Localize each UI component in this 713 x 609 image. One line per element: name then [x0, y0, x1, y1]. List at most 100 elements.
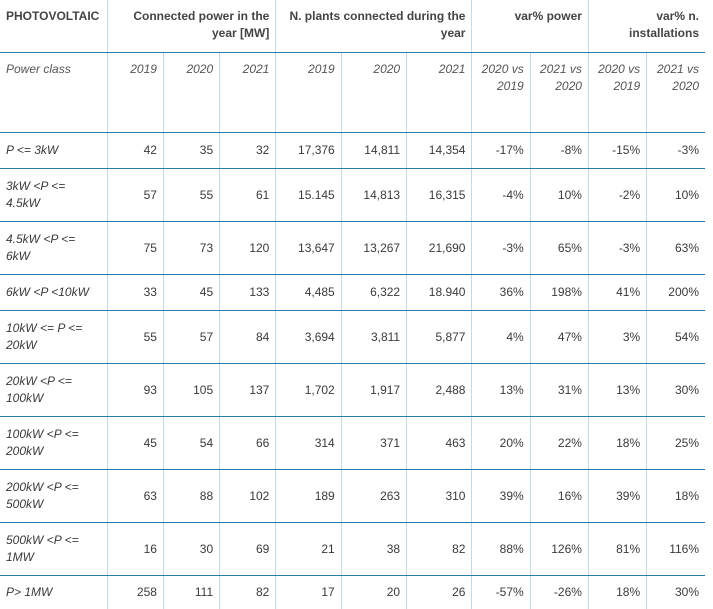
table-cell: 88% — [472, 523, 530, 576]
table-cell: 10% — [530, 169, 588, 222]
table-cell: 1,702 — [276, 364, 341, 417]
table-cell: 22% — [530, 417, 588, 470]
table-cell: -15% — [588, 133, 646, 169]
table-cell: 310 — [407, 470, 472, 523]
table-cell: 66 — [220, 417, 276, 470]
row-label: 500kW <P <= 1MW — [0, 523, 107, 576]
table-cell: 20% — [472, 417, 530, 470]
table-cell: 88 — [163, 470, 219, 523]
subheader-cell: 2021 vs 2020 — [647, 53, 705, 133]
row-label: 100kW <P <= 200kW — [0, 417, 107, 470]
row-label: 6kW <P <10kW — [0, 275, 107, 311]
table-cell: 116% — [647, 523, 705, 576]
subheader-cell: 2019 — [107, 53, 163, 133]
table-cell: 14,813 — [341, 169, 406, 222]
table-cell: 13% — [472, 364, 530, 417]
table-cell: 63 — [107, 470, 163, 523]
table-cell: -8% — [530, 133, 588, 169]
row-label: 200kW <P <= 500kW — [0, 470, 107, 523]
table-cell: 2,488 — [407, 364, 472, 417]
subheader-cell: 2021 — [407, 53, 472, 133]
table-cell: 137 — [220, 364, 276, 417]
table-cell: 55 — [163, 169, 219, 222]
subheader-cell: 2021 — [220, 53, 276, 133]
table-cell: -4% — [472, 169, 530, 222]
table-cell: 16 — [107, 523, 163, 576]
table-cell: 13% — [588, 364, 646, 417]
table-cell: 57 — [163, 311, 219, 364]
table-cell: 111 — [163, 576, 219, 609]
header-connected-power: Connected power in the year [MW] — [107, 0, 276, 53]
table-cell: 82 — [407, 523, 472, 576]
header-plants-connected: N. plants connected during the year — [276, 0, 472, 53]
table-cell: 30% — [647, 364, 705, 417]
table-cell: 45 — [163, 275, 219, 311]
table-cell: 54% — [647, 311, 705, 364]
table-cell: 102 — [220, 470, 276, 523]
table-cell: 35 — [163, 133, 219, 169]
table-cell: 10% — [647, 169, 705, 222]
table-cell: 47% — [530, 311, 588, 364]
table-cell: 17,376 — [276, 133, 341, 169]
table-cell: 21,690 — [407, 222, 472, 275]
table-cell: 198% — [530, 275, 588, 311]
table-cell: 65% — [530, 222, 588, 275]
table-cell: 5,877 — [407, 311, 472, 364]
table-cell: 38 — [341, 523, 406, 576]
table-cell: -3% — [588, 222, 646, 275]
table-cell: 15.145 — [276, 169, 341, 222]
table-cell: 55 — [107, 311, 163, 364]
table-cell: 18% — [588, 576, 646, 609]
header-var-installations: var% n. installations — [588, 0, 705, 53]
table-cell: 36% — [472, 275, 530, 311]
table-cell: 45 — [107, 417, 163, 470]
subheader-cell: 2020 vs 2019 — [472, 53, 530, 133]
table-cell: 14,354 — [407, 133, 472, 169]
table-cell: 30% — [647, 576, 705, 609]
table-cell: 42 — [107, 133, 163, 169]
table-cell: 1,917 — [341, 364, 406, 417]
table-cell: 18.940 — [407, 275, 472, 311]
table-cell: 4,485 — [276, 275, 341, 311]
row-label: 10kW <= P <= 20kW — [0, 311, 107, 364]
table-cell: 61 — [220, 169, 276, 222]
table-cell: 263 — [341, 470, 406, 523]
row-label: 3kW <P <= 4.5kW — [0, 169, 107, 222]
table-cell: -3% — [472, 222, 530, 275]
row-label: P> 1MW — [0, 576, 107, 609]
subheader-row: Power class 2019 2020 2021 2019 2020 202… — [0, 53, 705, 133]
table-cell: 105 — [163, 364, 219, 417]
table-cell: 33 — [107, 275, 163, 311]
table-cell: 31% — [530, 364, 588, 417]
row-label: 20kW <P <= 100kW — [0, 364, 107, 417]
subheader-cell: 2020 — [163, 53, 219, 133]
table-cell: 13,647 — [276, 222, 341, 275]
table-cell: 463 — [407, 417, 472, 470]
table-cell: 73 — [163, 222, 219, 275]
row-label: 4.5kW <P <= 6kW — [0, 222, 107, 275]
table-cell: 84 — [220, 311, 276, 364]
table-cell: 371 — [341, 417, 406, 470]
table-cell: 13,267 — [341, 222, 406, 275]
table-cell: 39% — [472, 470, 530, 523]
table-cell: 18% — [588, 417, 646, 470]
subheader-cell: 2020 vs 2019 — [588, 53, 646, 133]
table-cell: -57% — [472, 576, 530, 609]
table-cell: -26% — [530, 576, 588, 609]
header-row: PHOTOVOLTAIC Connected power in the year… — [0, 0, 705, 53]
table-cell: -3% — [647, 133, 705, 169]
subheader-cell: 2021 vs 2020 — [530, 53, 588, 133]
table-cell: 4% — [472, 311, 530, 364]
subheader-cell: 2020 — [341, 53, 406, 133]
table-cell: 81% — [588, 523, 646, 576]
subheader-cell: 2019 — [276, 53, 341, 133]
subheader-label: Power class — [0, 53, 107, 133]
row-label: P <= 3kW — [0, 133, 107, 169]
